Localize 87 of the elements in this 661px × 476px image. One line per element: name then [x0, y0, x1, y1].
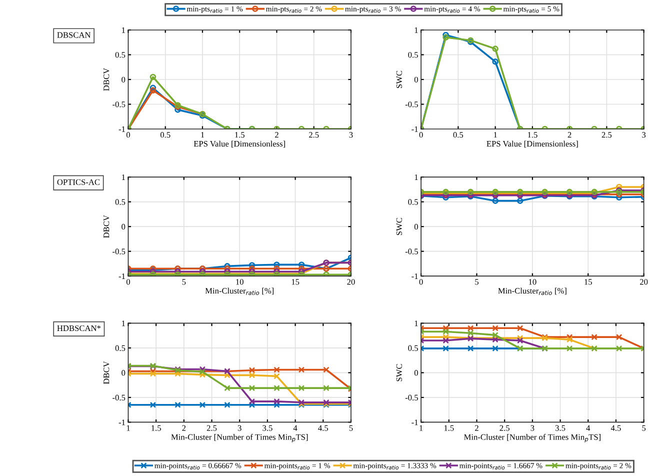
y-tick-label: 1 [122, 174, 125, 180]
y-tick-label: 0 [122, 76, 126, 82]
y-tick-label: -0.5 [112, 248, 126, 254]
y-axis-title: SWC [396, 218, 402, 236]
y-axis-title: SWC [396, 70, 402, 88]
y-tick-label: 0.5 [408, 199, 418, 205]
x-tick-label: 3.5 [555, 425, 566, 431]
x-tick-label: 4.5 [610, 425, 621, 431]
x-tick-label: 2 [568, 132, 572, 138]
x-tick-label: 1.5 [444, 425, 454, 431]
y-tick-label: -0.5 [405, 394, 418, 400]
x-tick-label: 1.5 [235, 132, 244, 138]
x-tick-label: 1 [201, 132, 204, 138]
y-tick-label: 0 [414, 76, 418, 82]
y-tick-label: 0.5 [408, 345, 418, 351]
y-tick-label: 0 [414, 370, 418, 376]
x-tick-label: 20 [640, 279, 648, 285]
y-tick-label: -0.5 [112, 394, 126, 400]
x-tick-label: 1 [494, 132, 497, 138]
y-tick-label: 0.5 [115, 345, 126, 351]
x-tick-label: 0.5 [453, 132, 464, 138]
x-tick-label: 0 [126, 279, 130, 285]
y-axis-title: DBCV [104, 361, 110, 384]
x-axis-title: Min-Cluster$_{ratio}$ [%] [205, 288, 274, 295]
x-tick-label: 3.5 [262, 425, 272, 431]
y-axis-title: DBCV [104, 215, 110, 238]
x-tick-label: 0.5 [160, 132, 170, 138]
chart-title: DBSCAN [57, 32, 91, 38]
x-tick-label: 4.5 [318, 425, 328, 431]
y-tick-label: -1 [412, 420, 418, 426]
y-tick-label: 0 [414, 224, 418, 230]
y-tick-label: 0 [122, 370, 126, 376]
y-tick-label: -1 [118, 126, 125, 132]
x-tick-label: 0 [419, 132, 423, 138]
x-tick-label: 3 [530, 425, 534, 431]
y-axis-title: DBCV [104, 68, 110, 91]
x-tick-label: 2 [275, 132, 278, 138]
y-tick-label: 1 [122, 27, 125, 33]
x-tick-label: 2 [475, 425, 478, 431]
x-tick-label: 2.5 [309, 132, 319, 138]
chart-title: HDBSCAN* [57, 325, 101, 332]
x-axis-title: EPS Value [Dimensionless] [486, 140, 578, 148]
x-tick-label: 5 [182, 279, 186, 285]
x-axis-title: Min-Cluster [Number of Times Min$_{p}$TS] [464, 434, 600, 442]
y-tick-label: -1 [412, 126, 418, 132]
y-tick-label: -0.5 [405, 102, 418, 108]
x-tick-label: 2.5 [602, 132, 612, 138]
chart-title: OPTICS-AC [57, 179, 100, 185]
y-tick-label: -1 [412, 273, 418, 279]
x-tick-label: 1.5 [528, 132, 538, 138]
x-tick-label: 0 [419, 279, 423, 285]
y-tick-label: 1 [414, 174, 418, 180]
x-tick-label: 20 [347, 279, 355, 285]
y-tick-label: 0.5 [115, 52, 126, 58]
x-tick-label: 3 [238, 425, 242, 431]
x-axis-title: Min-Cluster [Number of Times Min$_{p}$TS] [171, 434, 308, 442]
y-tick-label: 0.5 [408, 52, 418, 58]
x-axis-title: Min-Cluster$_{ratio}$ [%] [498, 288, 566, 295]
x-axis-title: EPS Value [Dimensionless] [194, 140, 285, 148]
x-tick-label: 10 [236, 279, 244, 285]
y-tick-label: 1 [414, 320, 418, 326]
x-tick-label: 4 [293, 425, 298, 431]
x-tick-label: 2 [182, 425, 186, 431]
x-tick-label: 3 [349, 132, 353, 138]
x-tick-label: 2.5 [206, 425, 217, 431]
x-tick-label: 0 [126, 132, 130, 138]
x-tick-label: 1 [420, 425, 423, 431]
y-tick-label: -1 [118, 420, 125, 426]
x-tick-label: 2.5 [500, 425, 510, 431]
x-tick-label: 4 [586, 425, 590, 431]
y-tick-label: -0.5 [112, 102, 126, 108]
y-tick-label: 1 [414, 27, 418, 33]
x-tick-label: 5 [349, 425, 353, 431]
x-tick-label: 15 [292, 279, 300, 285]
y-tick-label: -0.5 [405, 248, 418, 254]
y-tick-label: 0.5 [115, 199, 126, 205]
y-tick-label: 1 [122, 320, 125, 326]
y-axis-title: SWC [396, 364, 402, 382]
x-tick-label: 3 [642, 132, 646, 138]
x-tick-label: 1.5 [152, 425, 161, 431]
x-tick-label: 5 [642, 425, 646, 431]
x-tick-label: 5 [475, 279, 479, 285]
x-tick-label: 15 [584, 279, 592, 285]
y-tick-label: -1 [118, 273, 125, 279]
x-tick-label: 10 [529, 279, 536, 285]
y-tick-label: 0 [122, 224, 126, 230]
x-tick-label: 1 [126, 425, 130, 431]
